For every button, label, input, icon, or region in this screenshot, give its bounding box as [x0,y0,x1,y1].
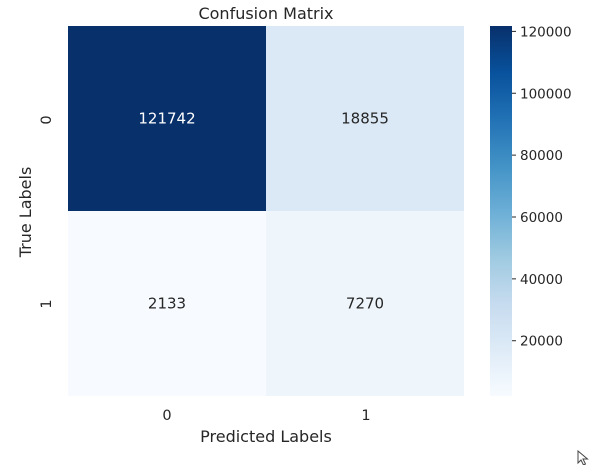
cell-label-0-1: 18855 [341,110,389,128]
colorbar-tick-label-5: 120000 [520,24,572,40]
y-tick-1: 1 [39,299,55,308]
colorbar [490,26,512,396]
cell-label-1-0: 2133 [148,295,186,313]
cell-label-1-1: 7270 [346,295,384,313]
heatmap-cell-1-0 [68,211,266,396]
x-tick-0: 0 [162,408,171,424]
colorbar-tick-label-2: 60000 [520,210,563,226]
colorbar-ticks: 20000 40000 60000 80000 100000 120000 [512,24,572,350]
colorbar-tick-label-4: 100000 [520,86,572,102]
colorbar-tick-label-1: 40000 [520,272,563,288]
x-tick-1: 1 [361,408,370,424]
cell-label-0-0: 121742 [138,110,195,128]
heatmap-cell-1-1 [266,211,464,396]
mouse-pointer-icon [577,450,589,465]
x-axis-label: Predicted Labels [200,427,332,446]
chart-title: Confusion Matrix [198,4,333,23]
y-axis-label: True Labels [16,167,35,259]
heatmap-cell-labels: 121742 18855 2133 7270 [138,110,388,313]
heatmap-cell-0-0 [68,26,266,211]
y-tick-0: 0 [39,115,55,124]
colorbar-tick-label-3: 80000 [520,148,563,164]
colorbar-tick-label-0: 20000 [520,334,563,350]
heatmap-cells [68,26,464,396]
heatmap-cell-0-1 [266,26,464,211]
